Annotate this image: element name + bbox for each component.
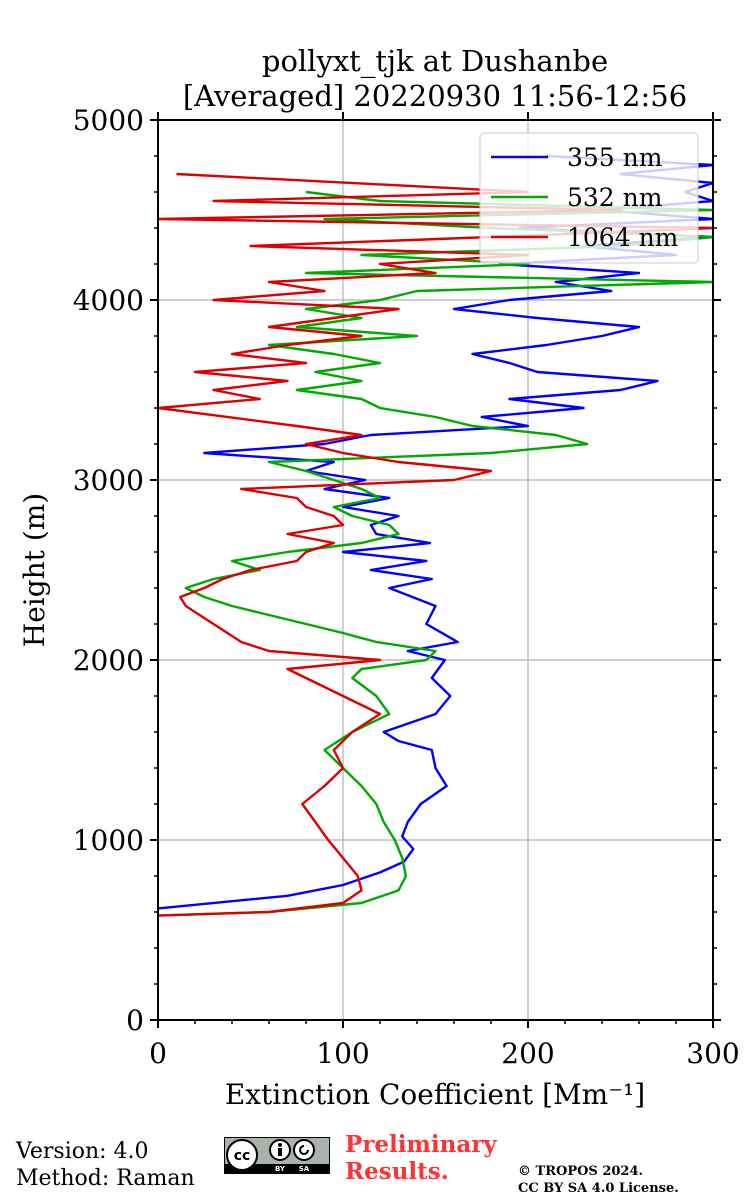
- cc-icon: [226, 1139, 258, 1171]
- x-tick-label: 0: [149, 1037, 167, 1070]
- y-tick-label: 3000: [73, 464, 144, 497]
- cc-license-badge: cc BY SA: [224, 1137, 330, 1174]
- x-tick-label: 200: [501, 1037, 554, 1070]
- chart-subtitle: [Averaged] 20220930 11:56-12:56: [183, 79, 687, 113]
- series-lines: [158, 154, 713, 917]
- legend-label: 355 nm: [567, 143, 663, 172]
- legend-box: [479, 132, 699, 264]
- y-axis-label: Height (m): [18, 493, 51, 647]
- by-label: BY: [275, 1165, 286, 1173]
- x-tick-label: 100: [316, 1037, 369, 1070]
- preliminary-label-line2: Results.: [345, 1158, 449, 1185]
- plot-frame: [157, 119, 714, 1021]
- legend: 355 nm 532 nm 1064 nm: [479, 132, 699, 264]
- preliminary-label: Preliminary: [345, 1131, 497, 1158]
- sa-label: SA: [299, 1165, 310, 1173]
- x-axis-label: Extinction Coefficient [Mm⁻¹]: [225, 1078, 645, 1111]
- y-tick-label: 5000: [73, 104, 144, 137]
- version-text: Version: 4.0: [16, 1139, 149, 1164]
- legend-label: 1064 nm: [567, 223, 679, 252]
- legend-label: 532 nm: [567, 183, 663, 212]
- copyright-text: © TROPOS 2024.: [518, 1164, 644, 1179]
- x-tick-label: 300: [686, 1037, 739, 1070]
- sa-icon: [293, 1139, 315, 1161]
- y-tick-label: 2000: [73, 644, 144, 677]
- y-tick-label: 0: [126, 1004, 144, 1037]
- series-line-532-nm: [158, 190, 713, 917]
- chart: pollyxt_tjk at Dushanbe [Averaged] 20220…: [18, 44, 740, 1111]
- license-text: CC BY SA 4.0 License.: [518, 1181, 679, 1196]
- cc-icon-text: cc: [234, 1148, 251, 1164]
- method-text: Method: Raman: [16, 1166, 195, 1191]
- y-tick-label: 4000: [73, 284, 144, 317]
- series-line-1064-nm: [158, 172, 713, 917]
- y-tick-label: 1000: [73, 824, 144, 857]
- chart-title: pollyxt_tjk at Dushanbe: [262, 44, 608, 79]
